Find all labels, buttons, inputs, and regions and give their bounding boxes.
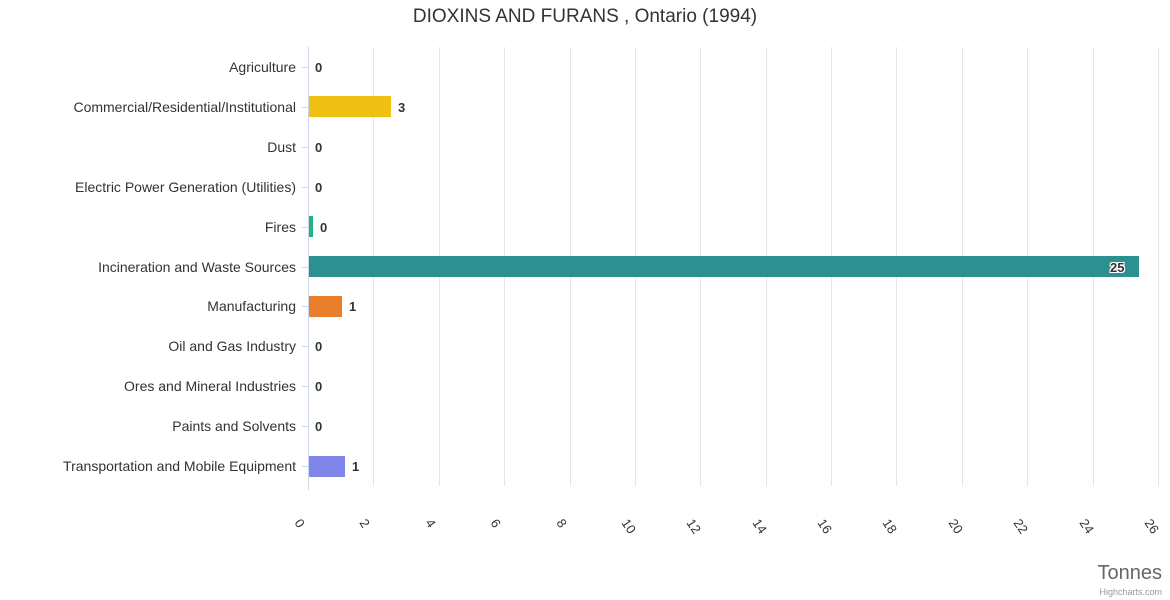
- category-tick: [302, 106, 308, 108]
- highcharts-credits-link[interactable]: Highcharts.com: [1099, 587, 1162, 597]
- category-tick: [302, 346, 308, 348]
- category-tick: [302, 426, 308, 428]
- category-label: Manufacturing: [207, 298, 296, 315]
- data-label: 0: [315, 419, 323, 435]
- x-axis-tick-label: 20: [945, 516, 966, 537]
- x-axis-tick-label: 14: [749, 516, 770, 537]
- chart-title: DIOXINS AND FURANS , Ontario (1994): [412, 6, 758, 27]
- category-tick: [302, 266, 308, 268]
- data-label: 0: [315, 339, 323, 355]
- x-axis-tick-label: 12: [683, 516, 705, 537]
- category-label: Agriculture: [229, 58, 296, 75]
- x-axis-tick-label: 0: [291, 516, 309, 531]
- x-axis-title: Tonnes: [1097, 562, 1163, 584]
- category-label: Paints and Solvents: [172, 418, 296, 435]
- category-tick: [302, 306, 308, 308]
- data-label: 25: [1110, 259, 1125, 275]
- category-tick: [302, 66, 308, 68]
- data-label: 0: [320, 219, 328, 235]
- x-axis-tick-label: 8: [553, 516, 570, 531]
- x-axis-tick-label: 10: [618, 516, 640, 537]
- data-label: 0: [315, 179, 323, 195]
- data-label: 0: [315, 379, 323, 395]
- x-axis-tick-label: 16: [814, 516, 836, 537]
- category-axis-line: [308, 47, 309, 490]
- data-bar[interactable]: [309, 256, 1139, 277]
- data-bar[interactable]: [309, 96, 391, 118]
- category-label: Fires: [264, 218, 296, 235]
- x-axis-tick-label: 2: [356, 516, 374, 531]
- data-bar[interactable]: [309, 216, 313, 238]
- category-label: Electric Power Generation (Utilities): [75, 178, 296, 195]
- category-label: Oil and Gas Industry: [168, 338, 296, 355]
- x-axis-tick-label: 4: [422, 516, 439, 531]
- x-axis-tick-label: 18: [880, 516, 901, 537]
- data-bar[interactable]: [309, 455, 345, 477]
- data-label: 0: [315, 139, 323, 155]
- data-bar[interactable]: [309, 295, 342, 317]
- category-label: Dust: [267, 138, 296, 155]
- x-axis-tick-label: 24: [1076, 516, 1097, 537]
- category-tick: [302, 186, 308, 188]
- data-label: 3: [398, 99, 406, 115]
- category-label: Commercial/Residential/Institutional: [73, 98, 296, 115]
- category-tick: [302, 146, 308, 148]
- category-label: Ores and Mineral Industries: [124, 378, 296, 395]
- gridline: [1158, 47, 1159, 486]
- data-label: 1: [352, 459, 360, 475]
- data-label: 0: [315, 59, 323, 75]
- category-label: Transportation and Mobile Equipment: [63, 458, 296, 475]
- x-axis-tick-label: 6: [487, 516, 505, 531]
- category-label: Incineration and Waste Sources: [98, 258, 296, 275]
- category-tick: [302, 386, 308, 388]
- x-axis-tick-label: 26: [1141, 516, 1163, 537]
- category-tick: [302, 466, 308, 468]
- data-label: 1: [349, 299, 357, 315]
- category-tick: [302, 226, 308, 228]
- x-axis-tick-label: 22: [1010, 516, 1032, 537]
